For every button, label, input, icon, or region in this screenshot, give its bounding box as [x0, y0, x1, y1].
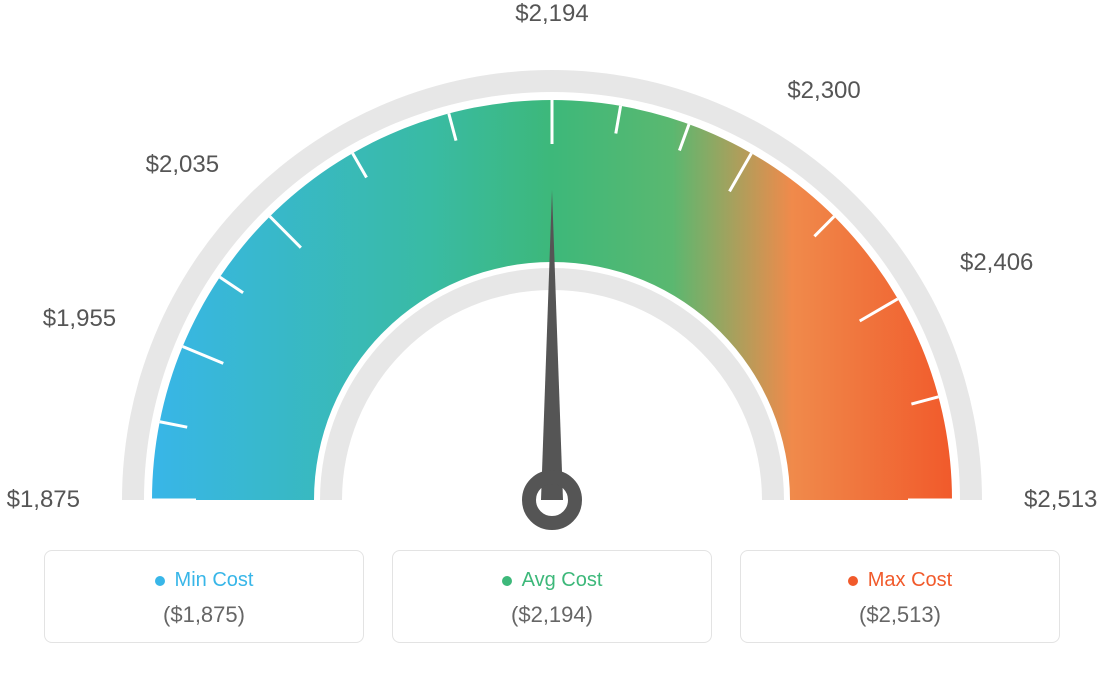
legend-card-min: Min Cost ($1,875) [44, 550, 364, 643]
gauge-tick-label: $1,875 [7, 486, 80, 514]
legend-value-min: ($1,875) [163, 602, 245, 628]
legend-title-min: Min Cost [155, 569, 254, 592]
legend-value-avg: ($2,194) [511, 602, 593, 628]
legend-dot-avg [502, 576, 512, 586]
legend-dot-max [848, 576, 858, 586]
legend-title-avg: Avg Cost [502, 569, 603, 592]
legend-card-max: Max Cost ($2,513) [740, 550, 1060, 643]
gauge-tick-label: $1,955 [43, 305, 116, 333]
gauge-tick-label: $2,300 [787, 77, 860, 105]
gauge-svg [40, 20, 1064, 540]
gauge-tick-label: $2,513 [1024, 486, 1097, 514]
gauge-tick-label: $2,406 [960, 249, 1033, 277]
legend-title-max: Max Cost [848, 569, 952, 592]
legend-label-min: Min Cost [175, 569, 254, 592]
legend-label-max: Max Cost [868, 569, 952, 592]
legend-label-avg: Avg Cost [522, 569, 603, 592]
gauge-tick-label: $2,035 [146, 151, 219, 179]
legend-row: Min Cost ($1,875) Avg Cost ($2,194) Max … [40, 550, 1064, 643]
legend-value-max: ($2,513) [859, 602, 941, 628]
gauge-chart: $1,875$1,955$2,035$2,194$2,300$2,406$2,5… [40, 20, 1064, 540]
legend-dot-min [155, 576, 165, 586]
gauge-tick-label: $2,194 [515, 0, 588, 28]
legend-card-avg: Avg Cost ($2,194) [392, 550, 712, 643]
